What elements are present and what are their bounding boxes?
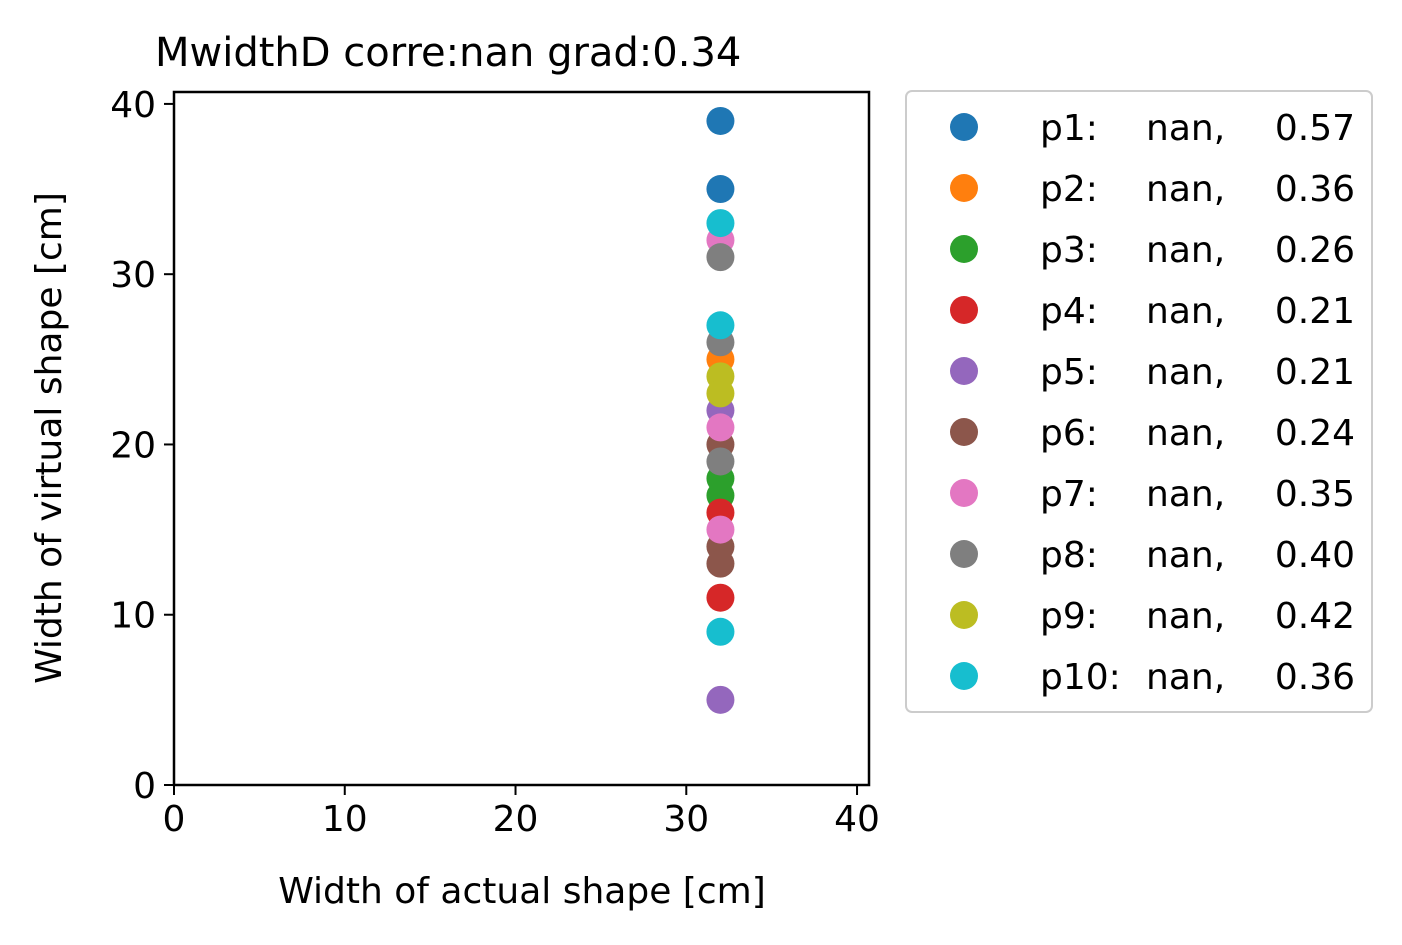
legend: p1: nan, 0.57 p2: nan, 0.36 p3: nan, 0.26 p4: nan,… [905, 90, 1373, 713]
legend-stat-a: nan, [1146, 413, 1225, 454]
legend-marker [950, 113, 978, 141]
x-axis-label: Width of actual shape [cm] [278, 871, 766, 912]
y-tick-label: 10 [110, 596, 156, 637]
legend-stat-b: 0.36 [1275, 657, 1355, 698]
legend-stat-b: 0.57 [1275, 108, 1355, 149]
legend-marker [950, 357, 978, 385]
x-tick-label: 40 [834, 799, 880, 840]
data-point [706, 311, 735, 340]
legend-marker [950, 235, 978, 263]
legend-stat-b: 0.21 [1275, 352, 1355, 393]
legend-series-name: p4: [1040, 291, 1098, 332]
legend-stat-a: nan, [1146, 535, 1225, 576]
legend-stat-b: 0.42 [1275, 596, 1355, 637]
legend-series-name: p6: [1040, 413, 1098, 454]
legend-marker [950, 662, 978, 690]
legend-stat-b: 0.24 [1275, 413, 1355, 454]
data-point [706, 209, 735, 238]
data-point [706, 583, 735, 612]
legend-entry: p8: nan, 0.40 [950, 535, 1355, 576]
legend-series-name: p3: [1040, 230, 1098, 271]
chart-title: MwidthD corre:nan grad:0.34 [155, 30, 741, 76]
data-point [706, 106, 735, 135]
legend-series-name: p7: [1040, 474, 1098, 515]
legend-entry: p3: nan, 0.26 [950, 230, 1355, 271]
legend-stat-b: 0.35 [1275, 474, 1355, 515]
legend-marker [950, 540, 978, 568]
data-point [706, 413, 735, 442]
legend-entry: p5: nan, 0.21 [950, 352, 1355, 393]
legend-entry: p7: nan, 0.35 [950, 474, 1355, 515]
data-point [706, 617, 735, 646]
legend-stat-a: nan, [1146, 596, 1225, 637]
series-p8 [706, 243, 735, 476]
legend-stat-a: nan, [1146, 108, 1225, 149]
data-point [706, 447, 735, 476]
y-tick-label: 40 [110, 85, 156, 126]
x-tick-label: 30 [663, 799, 709, 840]
plot-frame [172, 90, 871, 787]
legend-stat-b: 0.40 [1275, 535, 1355, 576]
y-tick-label: 20 [110, 425, 156, 466]
legend-entry: p2: nan, 0.36 [950, 169, 1355, 210]
data-point [706, 175, 735, 204]
legend-stat-b: 0.26 [1275, 230, 1355, 271]
x-tick-label: 0 [163, 799, 186, 840]
y-tick-label: 0 [133, 766, 156, 807]
legend-stat-a: nan, [1146, 352, 1225, 393]
x-tick-label: 20 [493, 799, 539, 840]
legend-stat-b: 0.36 [1275, 169, 1355, 210]
legend-stat-a: nan, [1146, 474, 1225, 515]
legend-series-name: p5: [1040, 352, 1098, 393]
legend-stat-a: nan, [1146, 230, 1225, 271]
series-p9 [706, 362, 735, 408]
legend-marker [950, 479, 978, 507]
y-tick-label: 30 [110, 255, 156, 296]
legend-series-name: p9: [1040, 596, 1098, 637]
legend-stat-a: nan, [1146, 169, 1225, 210]
plot-area: 0 10 20 30 40 0 10 20 30 40 [110, 85, 880, 840]
legend-entry: p9: nan, 0.42 [950, 596, 1355, 637]
legend-series-name: p2: [1040, 169, 1098, 210]
legend-entry: p6: nan, 0.24 [950, 413, 1355, 454]
legend-frame [905, 90, 1373, 713]
y-axis-label: Width of virtual shape [cm] [29, 192, 70, 684]
series-p1 [706, 106, 735, 204]
data-point [706, 549, 735, 578]
data-point [706, 685, 735, 714]
data-point [706, 515, 735, 544]
legend-entry: p4: nan, 0.21 [950, 291, 1355, 332]
legend-stat-a: nan, [1146, 291, 1225, 332]
legend-marker [950, 174, 978, 202]
legend-series-name: p1: [1040, 108, 1098, 149]
legend-series-name: p8: [1040, 535, 1098, 576]
legend-series-name: p10: [1040, 657, 1121, 698]
legend-entry: p1: nan, 0.57 [950, 108, 1355, 149]
legend-marker [950, 296, 978, 324]
x-tick-label: 10 [322, 799, 368, 840]
legend-stat-b: 0.21 [1275, 291, 1355, 332]
series-p10 [706, 209, 735, 646]
data-point [706, 243, 735, 272]
data-point [706, 379, 735, 408]
legend-stat-a: nan, [1146, 657, 1225, 698]
legend-marker [950, 601, 978, 629]
legend-entry: p10: nan, 0.36 [950, 657, 1355, 698]
legend-marker [950, 418, 978, 446]
